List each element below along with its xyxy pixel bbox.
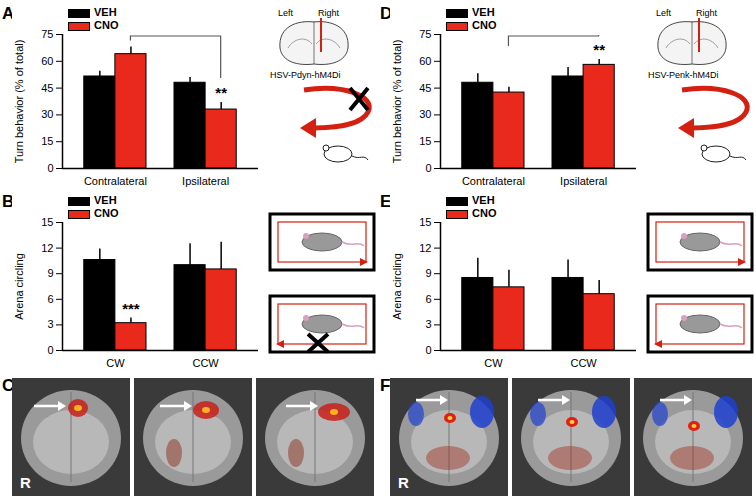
html-text:VEH: VEH (94, 6, 117, 18)
svg-text:15: 15 (41, 216, 53, 228)
svg-text:45: 45 (41, 82, 53, 94)
svg-text:Ipsilateral: Ipsilateral (560, 175, 607, 187)
html-text:F: F (380, 376, 391, 395)
svg-text:12: 12 (41, 242, 53, 254)
svg-text:HSV-Pdyn-hM4Di: HSV-Pdyn-hM4Di (270, 70, 341, 80)
svg-text:***: *** (122, 300, 140, 317)
svg-text:CCW: CCW (192, 357, 219, 369)
svg-text:**: ** (593, 41, 605, 58)
svg-text:30: 30 (419, 108, 431, 120)
svg-text:9: 9 (425, 267, 431, 279)
svg-text:CW: CW (484, 357, 503, 369)
svg-text:R: R (20, 474, 31, 491)
svg-text:15: 15 (419, 216, 431, 228)
svg-text:**: ** (215, 84, 227, 101)
html-text:CNO: CNO (472, 207, 497, 219)
svg-text:CCW: CCW (570, 357, 597, 369)
html-text:CNO: CNO (94, 207, 119, 219)
svg-text:Turn behavior (% of total): Turn behavior (% of total) (13, 40, 25, 164)
svg-text:30: 30 (41, 108, 53, 120)
svg-text:Turn behavior (% of total): Turn behavior (% of total) (391, 40, 403, 164)
svg-text:Left: Left (656, 8, 672, 18)
svg-text:0: 0 (425, 344, 431, 356)
svg-text:60: 60 (419, 55, 431, 67)
svg-text:15: 15 (41, 135, 53, 147)
svg-text:R: R (398, 474, 409, 491)
svg-text:Right: Right (318, 8, 340, 18)
html-text:A: A (2, 4, 15, 23)
svg-text:0: 0 (425, 162, 431, 174)
svg-text:Arena circling: Arena circling (13, 253, 25, 320)
svg-text:60: 60 (41, 55, 53, 67)
svg-text:9: 9 (47, 267, 53, 279)
html-text:D: D (380, 4, 393, 23)
svg-text:HSV-Penk-hM4Di: HSV-Penk-hM4Di (648, 70, 719, 80)
svg-text:3: 3 (47, 318, 53, 330)
svg-text:Ipsilateral: Ipsilateral (182, 175, 229, 187)
svg-text:Right: Right (696, 8, 718, 18)
svg-text:3: 3 (425, 318, 431, 330)
html-text:CNO: CNO (472, 19, 497, 31)
svg-text:15: 15 (419, 135, 431, 147)
svg-text:45: 45 (419, 82, 431, 94)
svg-text:Contralateral: Contralateral (84, 175, 147, 187)
svg-text:12: 12 (419, 242, 431, 254)
svg-text:75: 75 (419, 28, 431, 40)
html-text:C: C (2, 376, 15, 395)
html-text:VEH: VEH (472, 194, 495, 206)
svg-text:75: 75 (41, 28, 53, 40)
html-text:B: B (2, 192, 15, 211)
svg-text:Arena circling: Arena circling (391, 253, 403, 320)
svg-text:0: 0 (47, 344, 53, 356)
html-text:E: E (380, 192, 392, 211)
svg-text:Left: Left (278, 8, 294, 18)
svg-text:6: 6 (425, 293, 431, 305)
html-text:CNO: CNO (94, 19, 119, 31)
svg-text:6: 6 (47, 293, 53, 305)
svg-text:CW: CW (106, 357, 125, 369)
svg-text:Contralateral: Contralateral (462, 175, 525, 187)
svg-text:0: 0 (47, 162, 53, 174)
html-text:VEH: VEH (94, 194, 117, 206)
html-text:VEH: VEH (472, 6, 495, 18)
